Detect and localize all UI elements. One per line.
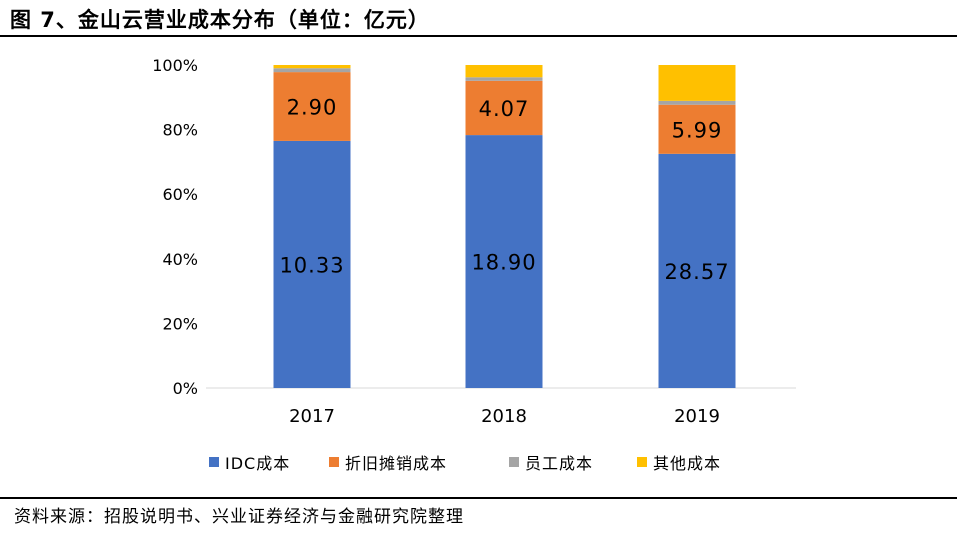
legend-swatch — [329, 457, 339, 467]
bar-segment — [273, 68, 351, 73]
y-tick-label: 100% — [152, 56, 198, 75]
title-bar: 图 7、金山云营业成本分布（单位：亿元） — [0, 0, 957, 36]
data-label: 18.90 — [471, 251, 536, 275]
x-tick-label: 2017 — [289, 406, 335, 427]
legend-item: IDC成本 — [209, 449, 290, 475]
bar-segment — [658, 65, 736, 101]
bar-segment — [658, 104, 736, 154]
bar-segment — [465, 80, 543, 136]
data-label: 28.57 — [664, 260, 729, 284]
legend-swatch — [637, 457, 647, 467]
top-rule — [0, 35, 957, 37]
y-tick-label: 60% — [162, 185, 198, 204]
page-title: 图 7、金山云营业成本分布（单位：亿元） — [10, 8, 430, 32]
bar-segment — [465, 65, 543, 78]
legend-label: 其他成本 — [653, 454, 722, 473]
bar-segment — [273, 140, 351, 388]
data-label: 10.33 — [279, 253, 344, 277]
x-tick-label: 2018 — [481, 406, 527, 427]
legend-label: 员工成本 — [525, 454, 594, 473]
x-tick-label: 2019 — [674, 406, 720, 427]
data-label: 4.07 — [479, 97, 530, 121]
bar-segment — [658, 100, 736, 105]
y-tick-label: 40% — [162, 250, 198, 269]
legend-item: 折旧摊销成本 — [329, 449, 447, 475]
bar-segment — [273, 65, 351, 69]
data-label: 5.99 — [672, 118, 723, 142]
bar-segment — [658, 153, 736, 388]
data-label: 2.90 — [287, 96, 338, 120]
chart-legend: IDC成本 折旧摊销成本 员工成本 其他成本 — [0, 449, 957, 475]
y-tick-label: 0% — [173, 379, 198, 398]
y-tick-label: 80% — [162, 121, 198, 140]
legend-swatch — [209, 457, 219, 467]
bar-segment — [465, 77, 543, 81]
source-note: 资料来源：招股说明书、兴业证券经济与金融研究院整理 — [14, 507, 464, 527]
bar-segment — [465, 135, 543, 388]
legend-label: 折旧摊销成本 — [345, 454, 448, 473]
bottom-rule — [0, 497, 957, 499]
legend-label: IDC成本 — [225, 454, 291, 473]
legend-item: 员工成本 — [509, 449, 593, 475]
legend-swatch — [509, 457, 519, 467]
legend-item: 其他成本 — [637, 449, 721, 475]
bar-segment — [273, 72, 351, 141]
y-tick-label: 20% — [162, 314, 198, 333]
